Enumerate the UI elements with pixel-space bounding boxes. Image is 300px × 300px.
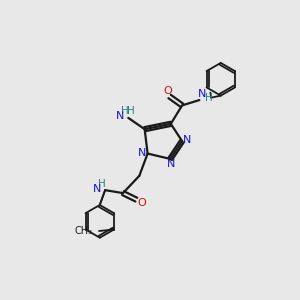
- Text: N: N: [197, 88, 206, 98]
- Text: H: H: [128, 106, 135, 116]
- Text: O: O: [137, 198, 146, 208]
- Text: N: N: [167, 159, 175, 169]
- Text: CH₃: CH₃: [74, 226, 92, 236]
- Text: N: N: [116, 111, 124, 122]
- Text: N: N: [93, 184, 101, 194]
- Text: H: H: [98, 178, 106, 189]
- Text: H: H: [205, 93, 213, 103]
- Text: N: N: [183, 136, 192, 146]
- Text: N: N: [138, 148, 146, 158]
- Text: O: O: [163, 86, 172, 96]
- Text: H: H: [122, 106, 129, 116]
